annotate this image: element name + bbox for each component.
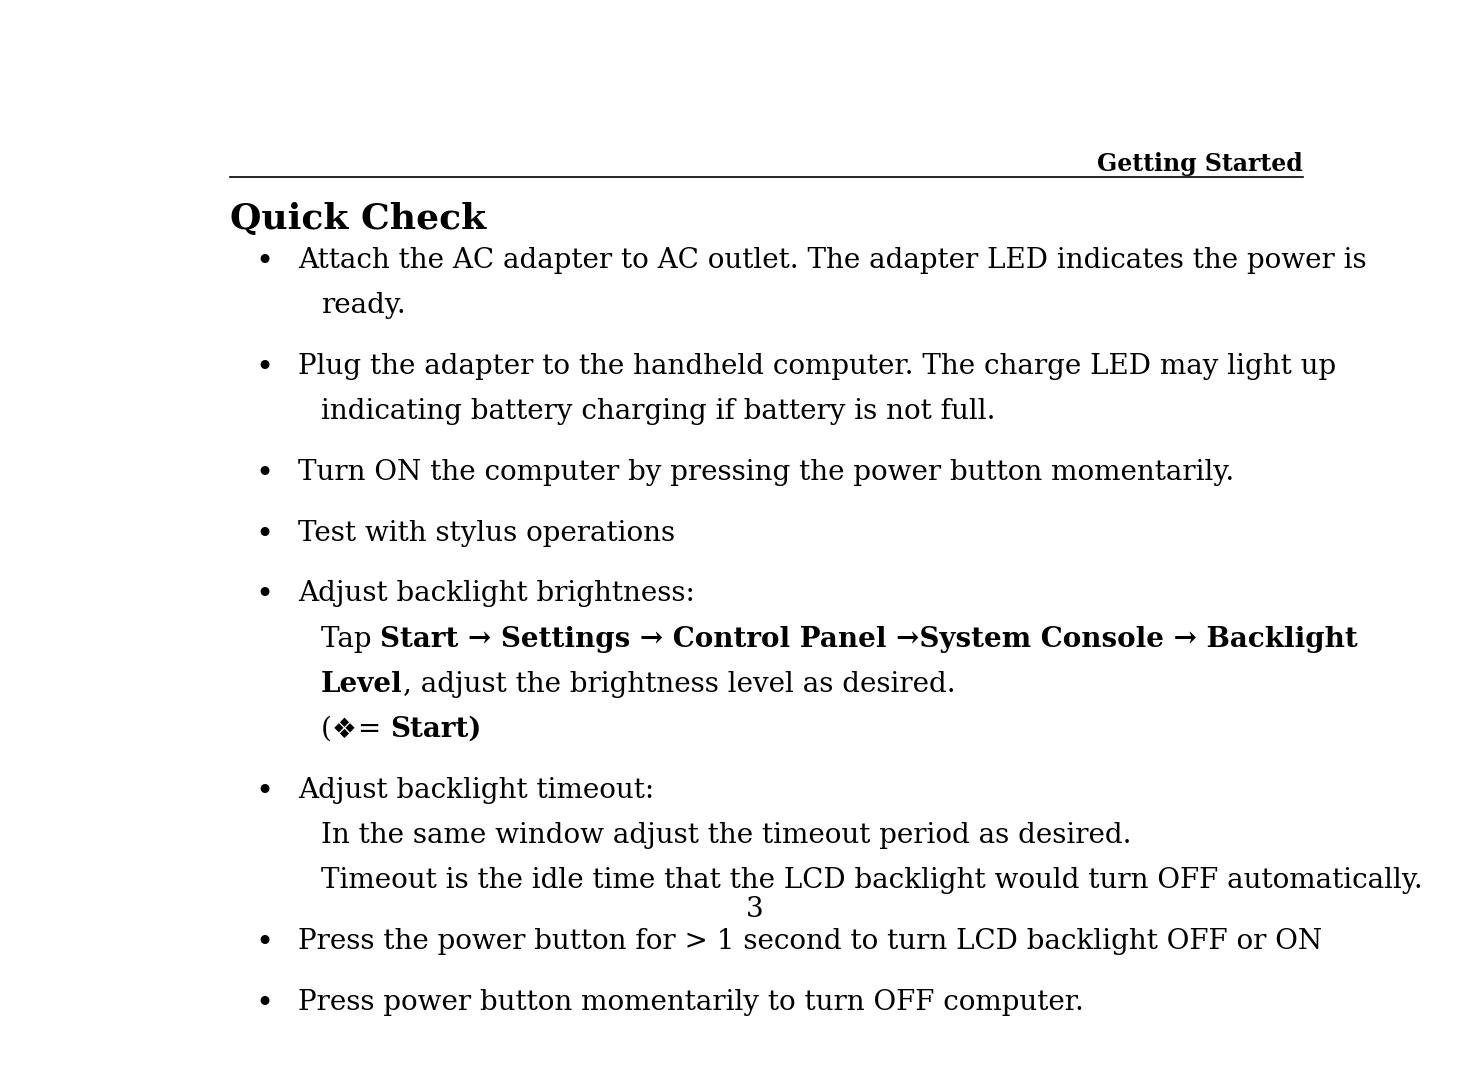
Text: Start → Settings → Control Panel →System Console → Backlight: Start → Settings → Control Panel →System… [380, 625, 1358, 653]
Text: •: • [255, 776, 273, 807]
Text: Turn ON the computer by pressing the power button momentarily.: Turn ON the computer by pressing the pow… [298, 459, 1234, 486]
Text: Press the power button for > 1 second to turn LCD backlight OFF or ON: Press the power button for > 1 second to… [298, 928, 1323, 954]
Text: Adjust backlight brightness:: Adjust backlight brightness: [298, 580, 695, 607]
Text: Getting Started: Getting Started [1097, 152, 1302, 177]
Text: =: = [349, 716, 390, 742]
Text: •: • [255, 988, 273, 1019]
Text: •: • [255, 459, 273, 490]
Text: •: • [255, 247, 273, 278]
Text: •: • [255, 580, 273, 611]
Text: indicating battery charging if battery is not full.: indicating battery charging if battery i… [321, 398, 996, 425]
Text: ❖: ❖ [331, 716, 356, 743]
Text: Attach the AC adapter to AC outlet. The adapter LED indicates the power is: Attach the AC adapter to AC outlet. The … [298, 247, 1367, 274]
Text: ready.: ready. [321, 292, 407, 318]
Text: (: ( [321, 716, 331, 742]
Text: Timeout is the idle time that the LCD backlight would turn OFF automatically.: Timeout is the idle time that the LCD ba… [321, 867, 1423, 894]
Text: 3: 3 [747, 897, 763, 923]
Text: •: • [255, 520, 273, 551]
Text: Level: Level [321, 671, 402, 698]
Text: Press power button momentarily to turn OFF computer.: Press power button momentarily to turn O… [298, 988, 1084, 1016]
Text: Quick Check: Quick Check [230, 201, 486, 235]
Text: , adjust the brightness level as desired.: , adjust the brightness level as desired… [402, 671, 956, 698]
Text: Adjust backlight timeout:: Adjust backlight timeout: [298, 776, 654, 804]
Text: Test with stylus operations: Test with stylus operations [298, 520, 676, 546]
Text: Tap: Tap [321, 625, 380, 653]
Text: •: • [255, 928, 273, 958]
Text: Start): Start) [390, 716, 482, 742]
Text: •: • [255, 353, 273, 383]
Text: Plug the adapter to the handheld computer. The charge LED may light up: Plug the adapter to the handheld compute… [298, 353, 1336, 380]
Text: In the same window adjust the timeout period as desired.: In the same window adjust the timeout pe… [321, 822, 1131, 849]
